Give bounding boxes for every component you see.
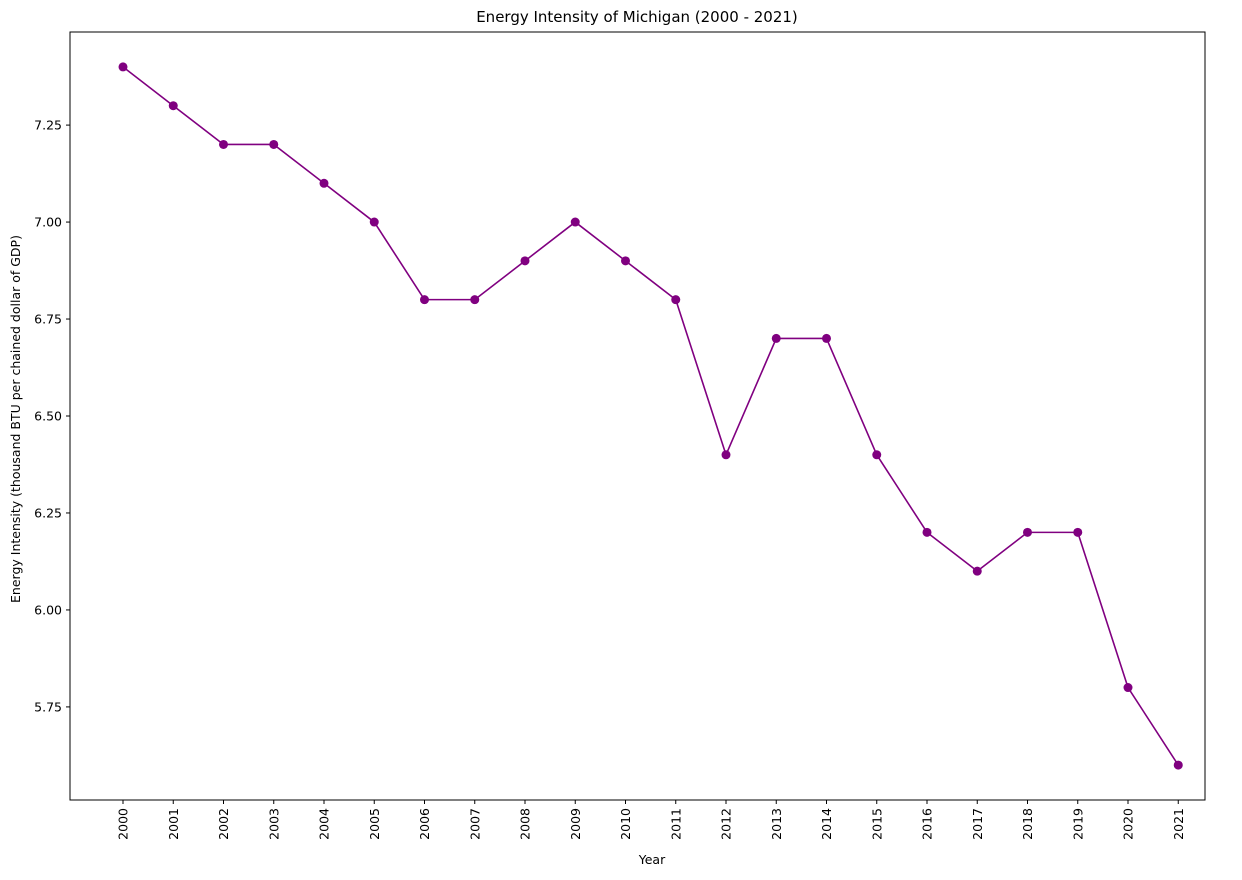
data-point xyxy=(1123,683,1133,693)
data-point xyxy=(872,450,882,460)
x-tick-label: 2004 xyxy=(317,808,332,840)
x-axis-ticks: 2000 2001 2002 2003 2004 2005 2006 2007 2008 2009… xyxy=(116,800,1186,840)
series-line xyxy=(122,66,1179,766)
data-point xyxy=(822,333,831,343)
x-tick-label: 2012 xyxy=(719,808,734,840)
chart-title: Energy Intensity of Michigan (2000 - 202… xyxy=(476,8,798,26)
x-tick-label: 2007 xyxy=(467,808,482,840)
x-tick-label: 2009 xyxy=(568,808,583,840)
x-tick-label: 2011 xyxy=(668,808,683,840)
x-tick-label: 2005 xyxy=(367,808,382,840)
x-tick-label: 2006 xyxy=(417,808,432,840)
y-tick-label: 6.75 xyxy=(34,312,62,327)
data-point xyxy=(168,101,178,111)
x-tick-label: 2016 xyxy=(920,808,935,840)
y-tick-label: 7.00 xyxy=(34,215,62,230)
x-tick-label: 2002 xyxy=(216,808,231,840)
y-tick-label: 6.50 xyxy=(34,409,62,424)
y-axis-ticks: 5.75 6.00 6.25 6.50 6.75 7.00 7.25 xyxy=(34,118,70,714)
data-point xyxy=(269,139,279,149)
x-tick-label: 2010 xyxy=(618,808,633,840)
data-point xyxy=(369,217,379,227)
x-tick-label: 2001 xyxy=(166,808,181,840)
x-tick-label: 2014 xyxy=(819,808,834,840)
data-series xyxy=(118,62,1183,770)
data-point xyxy=(520,256,530,266)
data-point xyxy=(721,450,731,460)
data-point xyxy=(118,62,128,72)
data-point xyxy=(771,333,781,343)
x-tick-label: 2000 xyxy=(116,808,131,840)
data-point xyxy=(219,139,228,149)
data-point xyxy=(570,217,580,227)
data-point xyxy=(621,256,630,266)
x-tick-label: 2020 xyxy=(1121,808,1136,840)
x-tick-label: 2008 xyxy=(518,808,533,840)
x-tick-label: 2003 xyxy=(266,808,281,840)
data-point xyxy=(1173,760,1183,770)
y-axis-title: Energy Intensity (thousand BTU per chain… xyxy=(8,235,23,603)
y-tick-label: 5.75 xyxy=(34,699,62,714)
data-point xyxy=(922,527,932,537)
data-point xyxy=(1073,527,1083,537)
data-point xyxy=(470,295,480,305)
y-tick-label: 7.25 xyxy=(34,118,62,133)
y-tick-label: 6.00 xyxy=(34,602,62,617)
data-point xyxy=(671,295,681,305)
y-tick-label: 6.25 xyxy=(34,505,62,520)
x-tick-label: 2018 xyxy=(1020,808,1035,840)
x-tick-label: 2013 xyxy=(769,808,784,840)
data-point xyxy=(420,295,429,305)
x-tick-label: 2019 xyxy=(1070,808,1085,840)
x-tick-label: 2021 xyxy=(1171,808,1186,840)
plot-area xyxy=(69,31,1206,801)
data-point xyxy=(319,178,329,188)
x-tick-label: 2015 xyxy=(869,808,884,840)
data-point xyxy=(1023,527,1032,537)
data-point xyxy=(972,566,982,576)
x-axis-title: Year xyxy=(638,852,666,867)
x-tick-label: 2017 xyxy=(970,808,985,840)
